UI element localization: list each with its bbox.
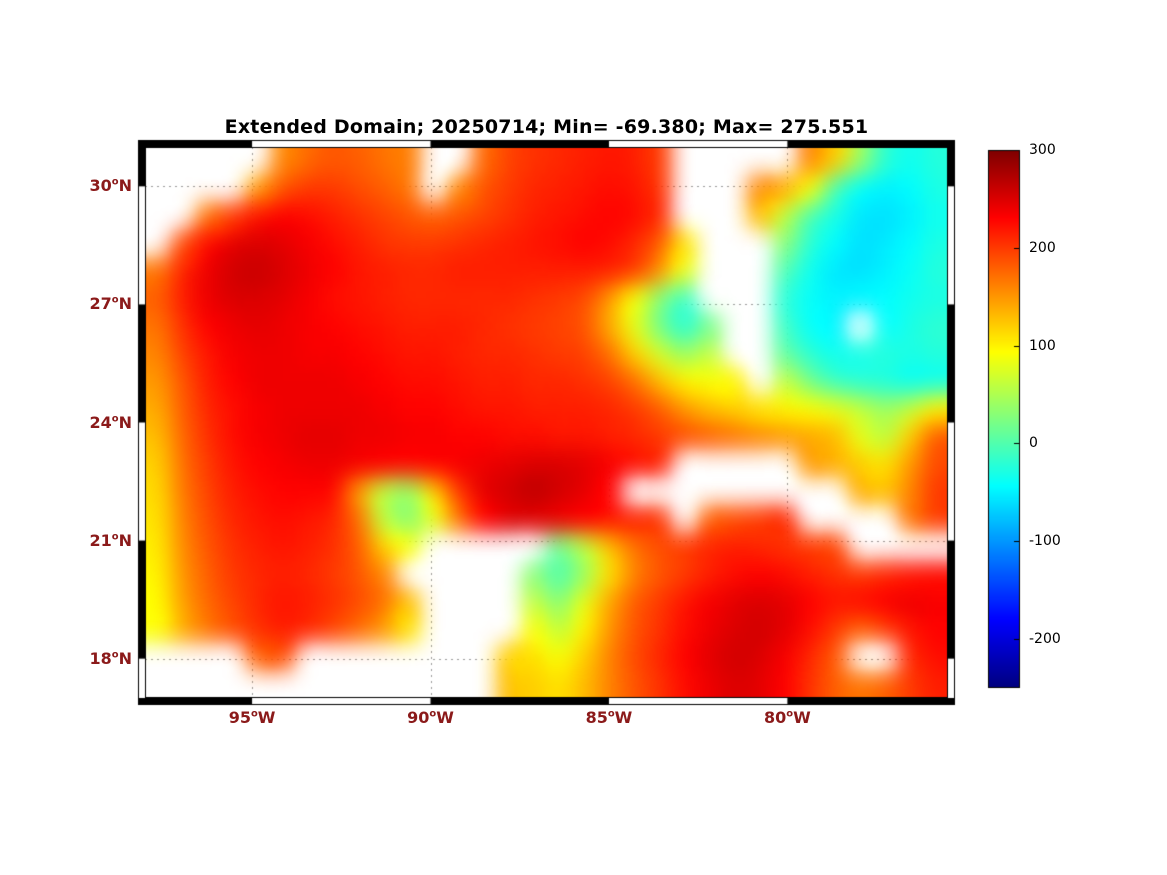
- x-tick-label-85W: 85oW: [585, 708, 633, 727]
- colorbar-tick-label--100: -100: [1029, 533, 1061, 550]
- y-tick-label-21N: 21oN: [89, 530, 132, 550]
- colorbar-tick-label-0: 0: [1029, 435, 1038, 452]
- y-tick-label-27N: 27oN: [89, 294, 132, 314]
- colorbar-tick-label-100: 100: [1029, 337, 1056, 354]
- y-tick-label-24N: 24oN: [89, 412, 132, 432]
- colorbar-tick-label--200: -200: [1029, 631, 1061, 648]
- x-tick-label-80W: 80oW: [764, 708, 811, 727]
- y-tick-label-18N: 18oN: [89, 648, 132, 668]
- colorbar-tick-label-300: 300: [1029, 142, 1056, 158]
- x-tick-label-95W: 95oW: [228, 708, 276, 727]
- y-tick-label-30N: 30oN: [89, 176, 132, 196]
- plot-title: Extended Domain; 20250714; Min= -69.380;…: [224, 116, 869, 138]
- colorbar-tick-label-200: 200: [1029, 239, 1056, 256]
- x-tick-label-90W: 90oW: [407, 708, 454, 727]
